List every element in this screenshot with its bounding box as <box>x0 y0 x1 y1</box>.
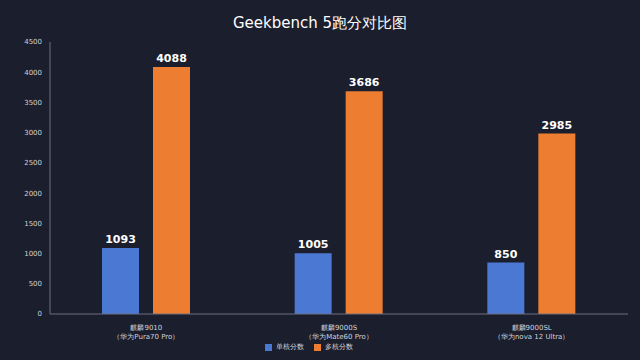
html-text:多核分数: 多核分数 <box>325 343 353 351</box>
svg-text:0: 0 <box>38 310 42 318</box>
svg-text:2985: 2985 <box>542 119 573 132</box>
svg-text:4500: 4500 <box>24 38 42 46</box>
svg-text:2500: 2500 <box>24 159 42 167</box>
svg-text:麒麟9000S（华为Mate60 Pro）: 麒麟9000S（华为Mate60 Pro） <box>305 324 373 341</box>
html-text:Geekbench 5跑分对比图: Geekbench 5跑分对比图 <box>233 14 407 32</box>
svg-text:1093: 1093 <box>105 233 136 246</box>
svg-text:麒麟9010（华为Pura70 Pro）: 麒麟9010（华为Pura70 Pro） <box>113 324 179 341</box>
svg-text:3500: 3500 <box>24 99 42 107</box>
svg-text:麒麟9000SL（华为nova 12 Ultra）: 麒麟9000SL（华为nova 12 Ultra） <box>494 324 570 341</box>
svg-text:3000: 3000 <box>24 129 42 137</box>
html-text:单核分数: 单核分数 <box>276 343 304 351</box>
svg-text:500: 500 <box>29 280 42 288</box>
svg-text:3686: 3686 <box>349 76 380 89</box>
svg-text:850: 850 <box>494 248 517 261</box>
svg-text:1000: 1000 <box>24 250 42 258</box>
svg-text:1500: 1500 <box>24 220 42 228</box>
svg-text:4088: 4088 <box>156 52 187 65</box>
svg-text:2000: 2000 <box>24 190 42 198</box>
svg-text:4000: 4000 <box>24 69 42 77</box>
svg-text:1005: 1005 <box>298 238 329 251</box>
